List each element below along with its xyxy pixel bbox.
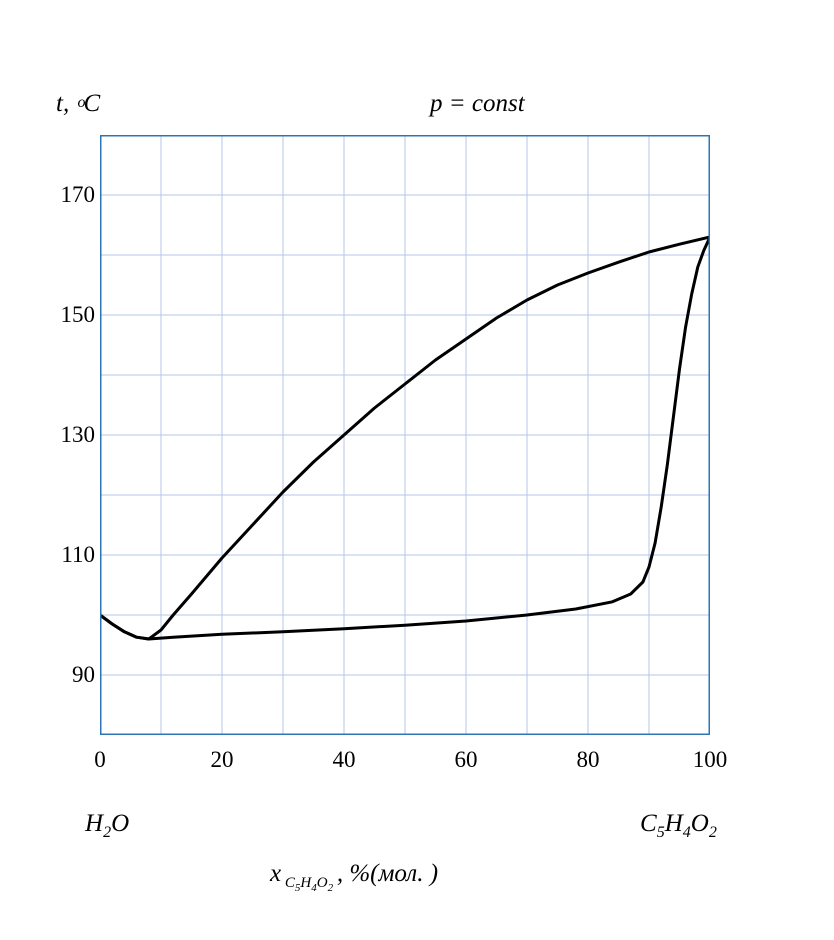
h2o-h: H (85, 810, 103, 837)
c5h4o2-4: 4 (683, 824, 691, 841)
x-axis-title: x C5H4O2 , %(мол. ) (270, 860, 438, 894)
x-tick-label: 80 (568, 747, 608, 773)
x-title-2: 2 (328, 882, 334, 894)
x-axis-left-species: H2O (85, 810, 129, 842)
y-title-c: C (83, 90, 100, 117)
c5h4o2-5: 5 (657, 824, 665, 841)
x-title-x: x (270, 860, 281, 887)
pressure-label: p = const (430, 90, 525, 118)
y-tick-label: 130 (45, 422, 95, 448)
y-axis-title: t, oC (56, 90, 100, 118)
phase-diagram-chart (100, 135, 710, 735)
x-tick-label: 60 (446, 747, 486, 773)
c5h4o2-2: 2 (709, 824, 717, 841)
degree-symbol: o (77, 94, 85, 111)
y-tick-label: 150 (45, 302, 95, 328)
c5h4o2-o: O (691, 810, 709, 837)
x-tick-label: 40 (324, 747, 364, 773)
x-tick-label: 20 (202, 747, 242, 773)
y-tick-label: 90 (45, 662, 95, 688)
x-tick-label: 100 (690, 747, 730, 773)
y-tick-label: 110 (45, 542, 95, 568)
x-axis-right-species: C5H4O2 (640, 810, 717, 842)
h2o-2: 2 (103, 824, 111, 841)
x-title-c: C (285, 875, 295, 891)
x-tick-label: 0 (80, 747, 120, 773)
x-title-o: O (317, 875, 328, 891)
plot-area (100, 135, 710, 735)
c5h4o2-h: H (665, 810, 683, 837)
y-tick-label: 170 (45, 182, 95, 208)
pressure-text: p = const (430, 90, 525, 117)
h2o-o: O (111, 810, 129, 837)
page: t, oC p = const H2O C5H4O2 x C5H4O2 , %(… (0, 0, 834, 940)
c5h4o2-c: C (640, 810, 657, 837)
x-title-suffix: , %(мол. ) (337, 860, 438, 887)
y-title-t: t, (56, 90, 75, 117)
x-title-h: H (300, 875, 311, 891)
